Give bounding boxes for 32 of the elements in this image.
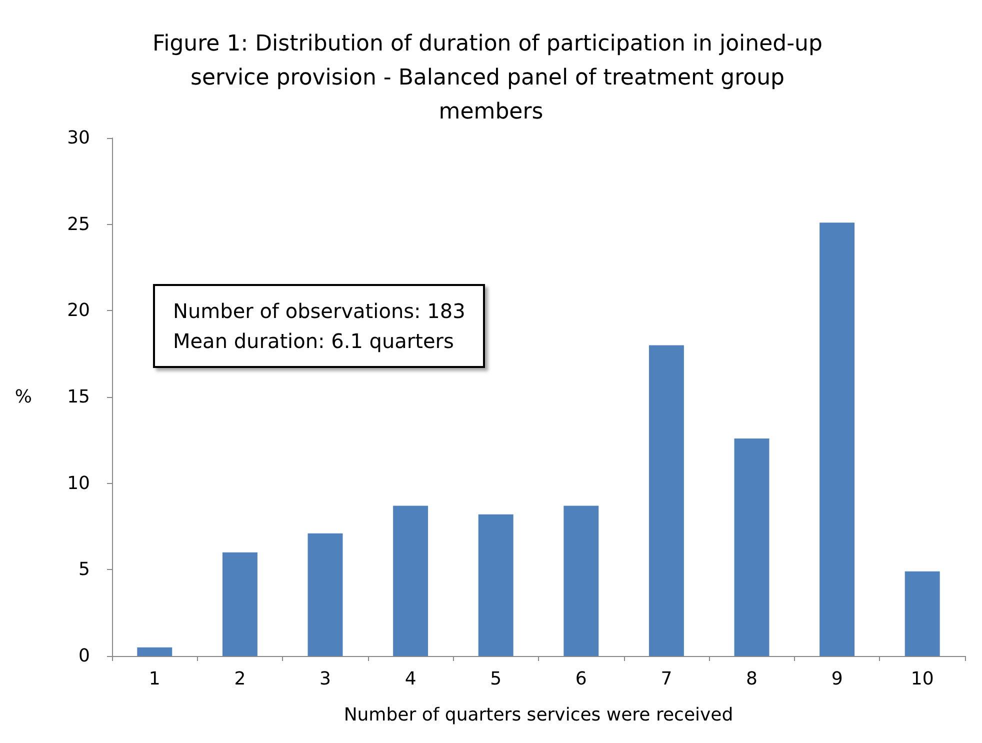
x-tick-label: 10 [910, 668, 934, 690]
x-tick-label: 3 [320, 668, 331, 690]
y-axis-title: % [14, 386, 32, 408]
annotation: Number of observations: 183 [173, 298, 466, 325]
x-tick-label: 6 [575, 668, 587, 690]
x-tick-label: 4 [404, 668, 416, 690]
y-tick-label: 10 [67, 472, 90, 494]
bar [137, 647, 172, 656]
x-tick-label: 7 [660, 668, 672, 690]
bar [308, 533, 343, 656]
y-tick-label: 25 [67, 214, 90, 235]
x-tick-label: 8 [746, 668, 758, 690]
y-tick-label: 30 [67, 128, 90, 148]
bar [734, 438, 770, 656]
bar [564, 506, 599, 656]
bar [648, 345, 684, 656]
chart-title: Figure 1: Distribution of duration of participation in joined-up service provision - Balanced panel of treatment group members [152, 32, 830, 124]
bar [393, 506, 428, 656]
x-axis-title: Number of quarters services were received [344, 704, 734, 726]
y-tick-label: 5 [78, 559, 90, 580]
x-tick-label: 9 [831, 668, 843, 690]
x-tick-label: 2 [234, 668, 246, 690]
x-tick-label: 5 [490, 668, 502, 690]
bar [222, 552, 258, 656]
bar [478, 514, 514, 656]
y-tick-label: 15 [67, 386, 90, 408]
bar [904, 571, 940, 656]
annotation: Mean duration: 6.1 quarters [173, 328, 455, 355]
bar [820, 222, 855, 656]
y-tick-label: 20 [67, 300, 90, 322]
x-tick-label: 1 [148, 668, 160, 690]
y-tick-label: 0 [78, 646, 90, 666]
